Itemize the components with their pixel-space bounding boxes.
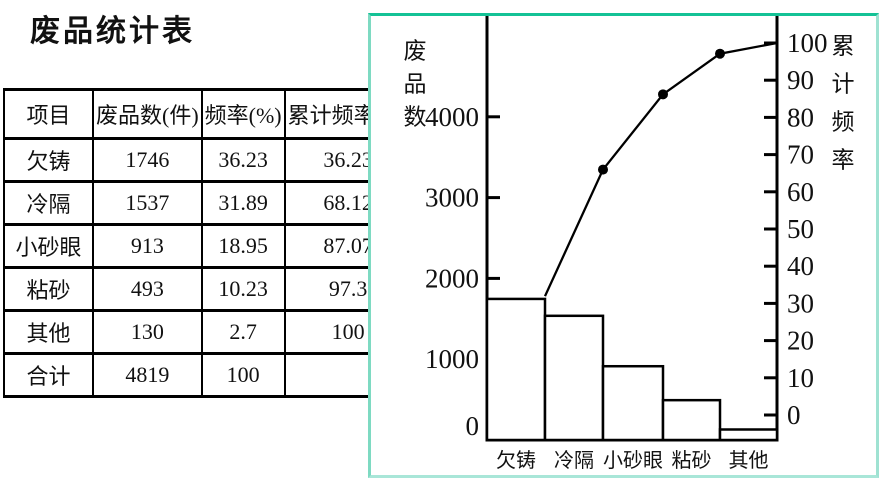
right-tick-label: 10 [787,363,814,393]
table-cell: 18.95 [200,223,286,269]
table-cell: 1746 [92,137,203,183]
pareto-chart: 0 1000 2000 3000 4000 0 10 20 30 40 50 60 70 80 90 100 欠… [404,16,855,472]
left-axis-title: 数 [404,105,427,130]
table-cell: 冷隔 [3,180,94,226]
right-tick-label: 70 [787,140,814,170]
left-tick-label: 2000 [425,263,479,293]
category-label: 欠铸 [496,449,536,472]
category-label: 粘砂 [672,449,712,472]
right-tick-label: 80 [787,102,814,132]
right-tick-label: 0 [787,400,801,430]
bar [485,297,547,442]
table-row: 冷隔 1537 31.89 68.12 [3,180,413,226]
page-title: 废品统计表 [30,15,195,48]
table-cell: 31.89 [200,180,286,226]
left-tick-label: 4000 [425,102,479,132]
cumulative-line [543,41,778,297]
table-cell: 欠铸 [3,137,94,183]
right-tick-label: 30 [787,288,814,318]
table-row: 小砂眼 913 18.95 87.07 [3,223,413,269]
table-cell: 合计 [3,352,94,398]
column-header: 项目 [3,88,94,140]
table-row: 其他 130 2.7 100 [3,309,413,355]
bar [601,364,665,442]
data-point-dot [658,89,668,100]
data-point-dot [715,48,725,59]
right-tick-label: 60 [787,177,814,207]
bar [661,398,722,442]
right-axis-title: 累 [832,34,855,59]
right-axis-title: 计 [832,72,855,97]
right-tick-label: 50 [787,214,814,244]
right-axis-title: 率 [832,148,855,173]
table-cell: 粘砂 [3,266,94,312]
right-axis-title: 频 [832,110,855,135]
right-tick-label: 40 [787,251,814,281]
table-cell: 2.7 [200,309,286,355]
table-cell: 130 [92,309,203,355]
category-label: 其他 [729,449,769,472]
table-cell: 913 [92,223,203,269]
right-tick-label: 100 [787,28,828,58]
table-cell: 493 [92,266,203,312]
left-axis-title: 废 [404,39,427,64]
table-cell: 10.23 [200,266,286,312]
pareto-chart-panel: 0 1000 2000 3000 4000 0 10 20 30 40 50 60 70 80 90 100 欠… [368,13,879,478]
table-cell: 其他 [3,309,94,355]
bar [543,314,605,442]
left-tick-label: 3000 [425,183,479,213]
table-cell: 36.23 [200,137,286,183]
bar [718,428,779,442]
table-header-row: 项目 废品数(件) 频率(%) 累计频率(%) [3,88,413,140]
column-header: 废品数(件) [92,88,203,140]
data-point-dot [598,164,608,175]
left-tick-label: 1000 [425,344,479,374]
category-label: 冷隔 [554,449,594,472]
column-header: 频率(%) [200,88,286,140]
table-cell: 4819 [92,352,203,398]
defect-stats-table: 项目 废品数(件) 频率(%) 累计频率(%) 欠铸 1746 36.23 36.23 冷隔 1… [3,88,413,398]
right-tick-label: 90 [787,65,814,95]
table-cell: 100 [200,352,286,398]
table-cell: 小砂眼 [3,223,94,269]
table-row: 合计 4819 100 [3,352,413,398]
right-tick-label: 20 [787,326,814,356]
category-label: 小砂眼 [603,449,663,472]
left-axis-title: 品 [404,72,427,97]
table-cell: 1537 [92,180,203,226]
table-row: 粘砂 493 10.23 97.3 [3,266,413,312]
left-tick-label: 0 [466,411,480,441]
table-row: 欠铸 1746 36.23 36.23 [3,137,413,183]
